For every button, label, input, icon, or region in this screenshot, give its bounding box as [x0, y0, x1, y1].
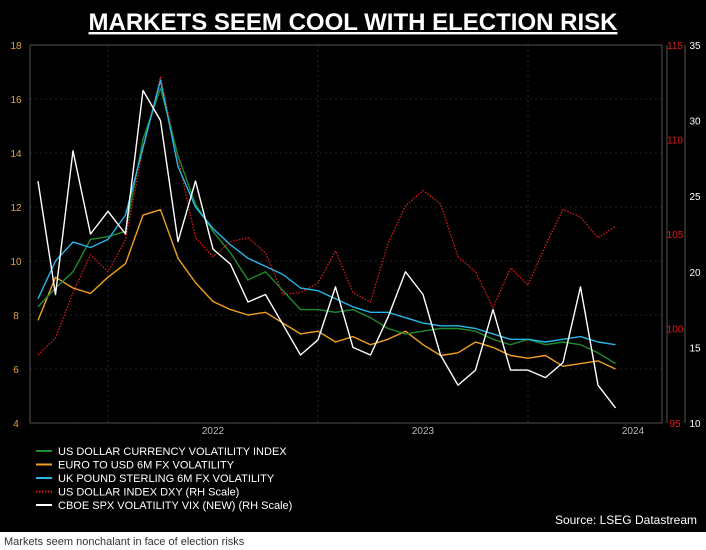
y-right-vix-tick-label: 10	[689, 419, 701, 430]
caption: Markets seem nonchalant in face of elect…	[4, 536, 245, 548]
x-tick-label: 2024	[622, 426, 645, 437]
legend-label: US DOLLAR CURRENCY VOLATILITY INDEX	[58, 446, 287, 458]
series-line	[37, 79, 616, 346]
legend-label: UK POUND STERLING 6M FX VOLATILITY	[58, 473, 275, 485]
y-right-vix-tick-label: 25	[689, 192, 701, 203]
y-right-vix-tick-label: 30	[689, 117, 701, 128]
y-right-vix-tick-label: 20	[689, 268, 701, 279]
plot-frame	[29, 44, 663, 424]
series-layer	[37, 76, 617, 409]
y-left-tick-label: 12	[10, 203, 22, 214]
y-left-tick-label: 6	[13, 365, 19, 376]
x-axis: 2022 2023 2024	[202, 426, 645, 437]
y-left-tick-label: 18	[10, 41, 22, 52]
legend-label: US DOLLAR INDEX DXY (RH Scale)	[58, 487, 239, 499]
left-axis: 4 6 8 10 12 14 16 18	[10, 41, 22, 430]
chart-title: MARKETS SEEM COOL WITH ELECTION RISK	[89, 9, 619, 36]
y-right-dxy-tick-label: 110	[667, 136, 683, 147]
chart: MARKETS SEEM COOL WITH ELECTION RISK 4 6 8…	[10, 9, 701, 527]
y-right-dxy-tick-label: 100	[667, 325, 684, 336]
x-tick-label: 2022	[202, 426, 225, 437]
right-axis-dxy: 95 100 105 110 115	[666, 41, 684, 430]
y-right-dxy-tick-label: 95	[669, 419, 681, 430]
y-right-dxy-tick-label: 105	[667, 230, 684, 241]
grid	[30, 44, 662, 424]
series-line	[37, 76, 616, 356]
series-line	[37, 208, 616, 370]
right-axis-vix: 10 15 20 25 30 35	[684, 41, 701, 430]
legend-label: CBOE SPX VOLATILITY VIX (NEW) (RH Scale)	[58, 500, 292, 512]
y-right-vix-tick-label: 35	[689, 41, 701, 52]
y-right-vix-tick-label: 15	[689, 343, 701, 354]
y-left-tick-label: 14	[10, 149, 22, 160]
y-right-dxy-tick-label: 115	[667, 41, 683, 52]
y-left-tick-label: 16	[10, 95, 22, 106]
y-left-tick-label: 10	[10, 257, 22, 268]
x-tick-label: 2023	[412, 426, 435, 437]
series-line	[37, 89, 617, 409]
source-label: Source: LSEG Datastream	[555, 513, 697, 527]
chart-panel: MARKETS SEEM COOL WITH ELECTION RISK 4 6 8…	[0, 0, 706, 532]
legend-label: EURO TO USD 6M FX VOLATILITY	[58, 460, 235, 472]
legend: US DOLLAR CURRENCY VOLATILITY INDEX EURO …	[36, 446, 292, 512]
y-left-tick-label: 4	[13, 419, 19, 430]
y-left-tick-label: 8	[13, 311, 19, 322]
series-line	[37, 87, 616, 365]
